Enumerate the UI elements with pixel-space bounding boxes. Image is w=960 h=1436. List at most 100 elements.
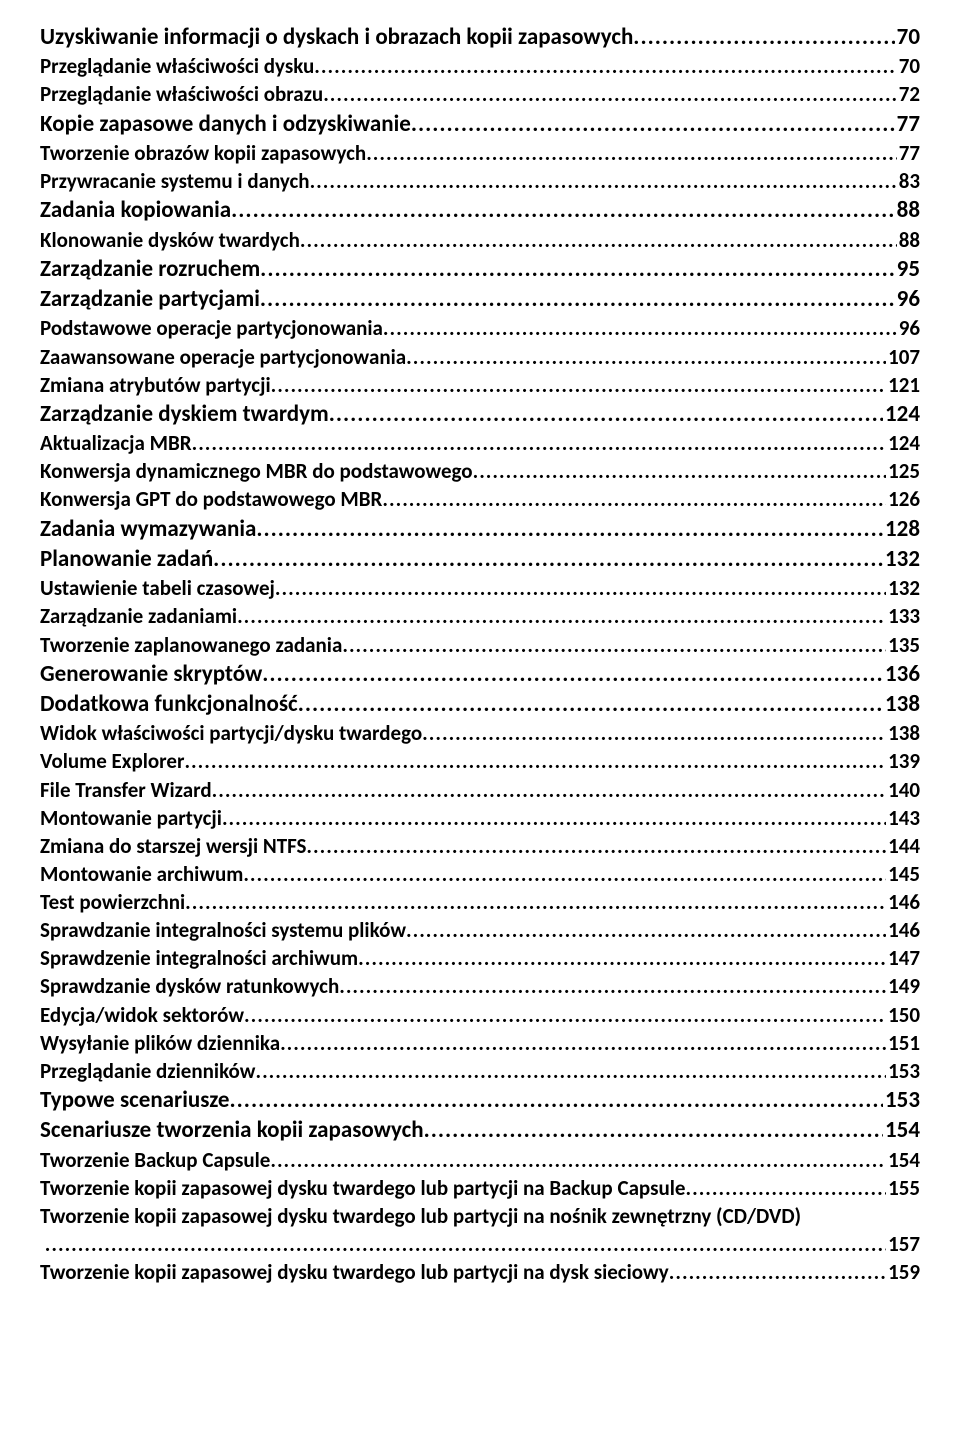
toc-entry-page: 107	[886, 343, 920, 371]
toc-entry: Typowe scenariusze153	[40, 1085, 920, 1115]
toc-entry: File Transfer Wizard140	[40, 776, 920, 804]
toc-entry-page: 77	[895, 109, 920, 139]
toc-leader-dots	[323, 80, 897, 108]
toc-leader-dots	[230, 1085, 884, 1115]
toc-entry: Zmiana atrybutów partycji121	[40, 371, 920, 399]
toc-entry: Tworzenie kopii zapasowej dysku twardego…	[40, 1258, 920, 1286]
toc-entry: Sprawdzanie integralności systemu plików…	[40, 916, 920, 944]
toc-leader-dots	[280, 1029, 886, 1057]
toc-entry-page: 124	[886, 429, 920, 457]
toc-entry: Montowanie partycji143	[40, 804, 920, 832]
toc-entry-title: Tworzenie obrazów kopii zapasowych	[40, 139, 366, 167]
toc-entry-page: 83	[897, 167, 920, 195]
toc-entry-title: Edycja/widok sektorów	[40, 1001, 244, 1029]
toc-entry-page: 133	[886, 602, 920, 630]
toc-leader-dots	[243, 860, 886, 888]
toc-entry-title: Przeglądanie właściwości obrazu	[40, 80, 323, 108]
toc-leader-dots	[260, 284, 895, 314]
toc-leader-dots	[310, 167, 897, 195]
toc-entry-title: Planowanie zadań	[40, 544, 213, 574]
toc-leader-dots	[260, 254, 895, 284]
toc-leader-dots	[300, 226, 897, 254]
toc-entry-page: 138	[886, 719, 920, 747]
toc-entry: Tworzenie kopii zapasowej dysku twardego…	[40, 1174, 920, 1202]
toc-entry-title: Kopie zapasowe danych i odzyskiwanie	[40, 109, 411, 139]
toc-entry-page: 125	[886, 457, 920, 485]
toc-leader-dots	[406, 916, 886, 944]
toc-entry: Sprawdzanie dysków ratunkowych149	[40, 972, 920, 1000]
toc-entry: Klonowanie dysków twardych88	[40, 226, 920, 254]
toc-entry-title: Konwersja GPT do podstawowego MBR	[40, 485, 382, 513]
toc-entry: Scenariusze tworzenia kopii zapasowych15…	[40, 1115, 920, 1145]
toc-entry: Zarządzanie dyskiem twardym124	[40, 399, 920, 429]
toc-leader-dots	[314, 52, 896, 80]
toc-entry-title: Zarządzanie zadaniami	[40, 602, 237, 630]
toc-leader-dots	[424, 1115, 883, 1145]
toc-entry-page: 138	[883, 689, 920, 719]
toc-entry: Zarządzanie zadaniami 133	[40, 602, 920, 630]
toc-entry: Konwersja dynamicznego MBR do podstawowe…	[40, 457, 920, 485]
table-of-contents: Uzyskiwanie informacji o dyskach i obraz…	[0, 0, 960, 1316]
toc-entry-page: 139	[886, 747, 920, 775]
toc-leader-dots	[256, 514, 883, 544]
toc-entry-page: 157	[886, 1230, 920, 1258]
toc-entry-page: 132	[886, 574, 920, 602]
toc-leader-dots	[473, 457, 886, 485]
toc-entry-page: 124	[883, 399, 920, 429]
toc-entry: Zmiana do starszej wersji NTFS144	[40, 832, 920, 860]
toc-entry-page: 126	[886, 485, 920, 513]
toc-entry-title: Widok właściwości partycji/dysku twardeg…	[40, 719, 422, 747]
toc-entry-page: 147	[886, 944, 920, 972]
toc-entry: Generowanie skryptów 136	[40, 659, 920, 689]
toc-entry-page: 154	[883, 1115, 920, 1145]
toc-entry: Montowanie archiwum145	[40, 860, 920, 888]
toc-leader-dots	[231, 195, 895, 225]
toc-entry-page: 72	[897, 80, 920, 108]
toc-leader-dots	[237, 602, 886, 630]
toc-entry-title: Test powierzchni	[40, 888, 185, 916]
toc-leader-dots	[383, 314, 897, 342]
toc-leader-dots	[255, 1057, 886, 1085]
toc-entry-page: 146	[886, 916, 920, 944]
toc-entry-title: Zmiana do starszej wersji NTFS	[40, 832, 306, 860]
toc-entry-page: 149	[886, 972, 920, 1000]
toc-entry-title: Tworzenie kopii zapasowej dysku twardego…	[40, 1202, 920, 1230]
toc-entry-title: Zmiana atrybutów partycji	[40, 371, 271, 399]
toc-entry: Dodatkowa funkcjonalność138	[40, 689, 920, 719]
toc-entry-title: Typowe scenariusze	[40, 1085, 230, 1115]
toc-entry-title: Montowanie archiwum	[40, 860, 243, 888]
toc-entry: Tworzenie Backup Capsule154	[40, 1146, 920, 1174]
toc-entry: Planowanie zadań132	[40, 544, 920, 574]
toc-entry-title: Generowanie skryptów	[40, 659, 262, 689]
toc-entry-page: 140	[886, 776, 920, 804]
toc-entry: Przeglądanie właściwości dysku70	[40, 52, 920, 80]
toc-entry-title: Przeglądanie dzienników	[40, 1057, 255, 1085]
toc-entry-page: 128	[883, 514, 920, 544]
toc-leader-dots	[339, 972, 886, 1000]
toc-leader-dots	[366, 139, 897, 167]
toc-entry-page: 96	[895, 284, 920, 314]
toc-leader-dots	[422, 719, 886, 747]
toc-leader-dots	[45, 1230, 886, 1258]
toc-entry-page: 146	[886, 888, 920, 916]
toc-leader-dots	[212, 776, 886, 804]
toc-entry-title: Tworzenie zaplanowanego zadania	[40, 631, 342, 659]
toc-leader-dots	[192, 429, 886, 457]
toc-entry: Test powierzchni 146	[40, 888, 920, 916]
toc-leader-dots	[633, 22, 894, 52]
toc-entry: Przeglądanie właściwości obrazu 72	[40, 80, 920, 108]
toc-entry-title: Przywracanie systemu i danych	[40, 167, 310, 195]
toc-entry-title: Konwersja dynamicznego MBR do podstawowe…	[40, 457, 473, 485]
toc-entry-title: Aktualizacja MBR	[40, 429, 192, 457]
toc-entry-page: 150	[886, 1001, 920, 1029]
toc-entry-page: 136	[883, 659, 920, 689]
toc-entry-page: 153	[886, 1057, 920, 1085]
toc-entry-page: 88	[895, 195, 920, 225]
toc-entry-title: Zadania kopiowania	[40, 195, 231, 225]
toc-entry-title: Tworzenie kopii zapasowej dysku twardego…	[40, 1258, 669, 1286]
toc-entry: Przywracanie systemu i danych 83	[40, 167, 920, 195]
toc-entry-page: 70	[897, 52, 920, 80]
toc-entry: Aktualizacja MBR 124	[40, 429, 920, 457]
toc-entry: Przeglądanie dzienników 153	[40, 1057, 920, 1085]
toc-leader-dots	[270, 1146, 886, 1174]
